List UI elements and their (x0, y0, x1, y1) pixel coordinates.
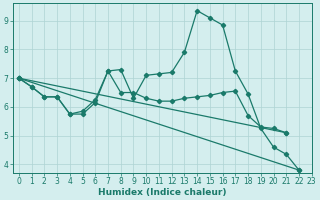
X-axis label: Humidex (Indice chaleur): Humidex (Indice chaleur) (98, 188, 226, 197)
